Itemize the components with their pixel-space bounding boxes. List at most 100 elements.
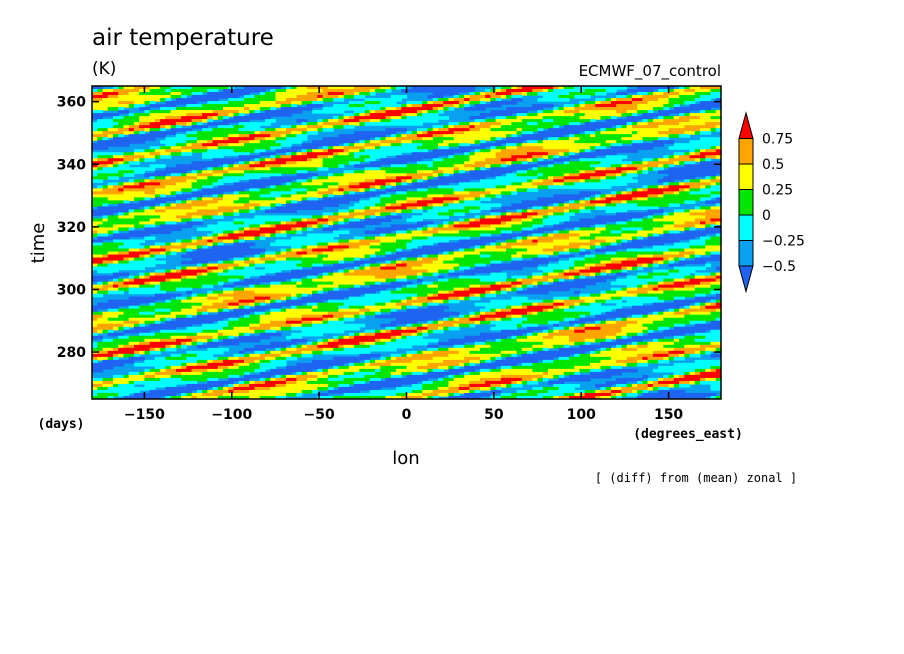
heatmap-cell bbox=[437, 176, 444, 180]
heatmap-cell bbox=[485, 185, 491, 189]
heatmap-cell bbox=[301, 128, 308, 132]
heatmap-cell bbox=[154, 146, 161, 150]
heatmap-cell bbox=[233, 125, 240, 129]
heatmap-cell bbox=[595, 92, 602, 96]
heatmap-cell bbox=[416, 146, 423, 150]
heatmap-cell bbox=[275, 233, 282, 238]
heatmap-cell bbox=[112, 122, 119, 126]
heatmap-cell bbox=[359, 131, 366, 135]
heatmap-cell bbox=[511, 224, 518, 229]
heatmap-cell bbox=[689, 98, 696, 102]
heatmap-cell bbox=[396, 170, 402, 174]
heatmap-cell bbox=[595, 140, 602, 144]
heatmap-cell bbox=[338, 164, 345, 168]
heatmap-cell bbox=[584, 128, 591, 132]
heatmap-cell bbox=[668, 218, 675, 223]
heatmap-cell bbox=[338, 224, 345, 229]
heatmap-cell bbox=[149, 212, 156, 217]
heatmap-cell bbox=[322, 161, 329, 165]
heatmap-cell bbox=[128, 155, 135, 159]
heatmap-cell bbox=[396, 110, 402, 114]
heatmap-cell bbox=[249, 191, 256, 195]
heatmap-cell bbox=[474, 164, 481, 168]
heatmap-cell bbox=[479, 218, 486, 223]
heatmap-cell bbox=[416, 116, 423, 120]
heatmap-cell bbox=[495, 140, 502, 144]
heatmap-cell bbox=[223, 227, 229, 232]
heatmap-cell bbox=[495, 227, 502, 232]
heatmap-cell bbox=[270, 128, 277, 132]
heatmap-cell bbox=[684, 119, 691, 123]
heatmap-cell bbox=[574, 176, 581, 180]
heatmap-cell bbox=[390, 122, 397, 126]
heatmap-cell bbox=[301, 173, 308, 177]
heatmap-cell bbox=[700, 191, 706, 195]
heatmap-cell bbox=[170, 212, 177, 217]
heatmap-cell bbox=[469, 224, 476, 229]
heatmap-cell bbox=[128, 206, 135, 210]
heatmap-cell bbox=[380, 155, 387, 159]
heatmap-cell bbox=[411, 185, 418, 189]
heatmap-cell bbox=[443, 206, 450, 210]
heatmap-cell bbox=[432, 200, 439, 204]
heatmap-cell bbox=[202, 86, 208, 90]
heatmap-cell bbox=[228, 173, 235, 177]
heatmap-cell bbox=[464, 86, 470, 90]
heatmap-cell bbox=[380, 107, 387, 111]
heatmap-cell bbox=[500, 152, 507, 156]
heatmap-cell bbox=[684, 209, 691, 213]
heatmap-cell bbox=[600, 146, 607, 150]
heatmap-cell bbox=[264, 188, 271, 192]
heatmap-cell bbox=[380, 149, 387, 153]
heatmap-cell bbox=[710, 92, 717, 96]
heatmap-cell bbox=[186, 182, 193, 186]
heatmap-cell bbox=[637, 125, 643, 129]
heatmap-cell bbox=[285, 89, 292, 93]
heatmap-cell bbox=[97, 137, 104, 141]
heatmap-cell bbox=[474, 146, 481, 150]
heatmap-cell bbox=[112, 164, 119, 168]
heatmap-cell bbox=[542, 95, 549, 99]
heatmap-cell bbox=[364, 164, 371, 168]
heatmap-cell bbox=[154, 170, 161, 174]
heatmap-cell bbox=[610, 119, 617, 123]
heatmap-cell bbox=[516, 116, 523, 120]
heatmap-cell bbox=[338, 215, 345, 220]
heatmap-cell bbox=[490, 128, 497, 132]
heatmap-cell bbox=[128, 131, 135, 135]
heatmap-cell bbox=[369, 161, 376, 165]
heatmap-cell bbox=[128, 134, 135, 138]
heatmap-cell bbox=[133, 89, 140, 93]
heatmap-cell bbox=[401, 209, 408, 213]
heatmap-cell bbox=[411, 119, 418, 123]
heatmap-cell bbox=[312, 92, 318, 96]
heatmap-cell bbox=[296, 86, 303, 90]
heatmap-cell bbox=[595, 98, 602, 102]
heatmap-cell bbox=[694, 98, 701, 102]
heatmap-cell bbox=[689, 149, 696, 153]
heatmap-cell bbox=[521, 233, 528, 238]
heatmap-cell bbox=[364, 167, 371, 171]
heatmap-cell bbox=[684, 116, 691, 120]
heatmap-cell bbox=[631, 113, 638, 117]
heatmap-cell bbox=[422, 188, 429, 192]
heatmap-cell bbox=[322, 182, 329, 186]
heatmap-cell bbox=[710, 95, 717, 99]
heatmap-cell bbox=[338, 98, 345, 102]
heatmap-cell bbox=[406, 140, 413, 144]
heatmap-cell bbox=[228, 131, 235, 135]
heatmap-cell bbox=[668, 140, 675, 144]
heatmap-cell bbox=[107, 230, 114, 235]
heatmap-cell bbox=[338, 146, 345, 150]
heatmap-cell bbox=[175, 98, 182, 102]
heatmap-cell bbox=[133, 98, 140, 102]
heatmap-cell bbox=[700, 140, 706, 144]
heatmap-cell bbox=[500, 164, 507, 168]
heatmap-cell bbox=[553, 92, 560, 96]
heatmap-cell bbox=[474, 149, 481, 153]
heatmap-cell bbox=[621, 194, 628, 198]
heatmap-cell bbox=[212, 101, 219, 105]
heatmap-cell bbox=[663, 200, 670, 204]
heatmap-cell bbox=[270, 215, 277, 220]
heatmap-cell bbox=[663, 170, 670, 174]
